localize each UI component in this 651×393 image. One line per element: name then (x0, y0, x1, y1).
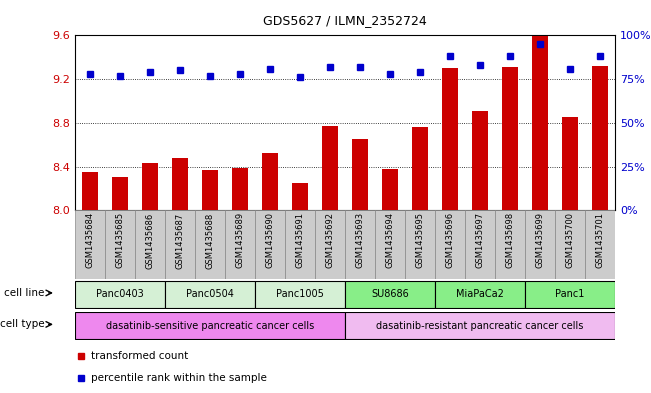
Text: GDS5627 / ILMN_2352724: GDS5627 / ILMN_2352724 (263, 14, 427, 27)
Text: GSM1435699: GSM1435699 (536, 212, 545, 268)
Bar (202, 170, 218, 393)
Bar (172, 158, 188, 393)
Text: GSM1435692: GSM1435692 (326, 212, 335, 268)
Bar (292, 183, 309, 393)
Bar (585, 210, 615, 279)
Bar (435, 281, 525, 308)
Text: Panc1: Panc1 (555, 289, 585, 299)
Text: GSM1435700: GSM1435700 (566, 212, 575, 268)
Text: dasatinib-sensitive pancreatic cancer cells: dasatinib-sensitive pancreatic cancer ce… (106, 321, 314, 331)
Text: GSM1435684: GSM1435684 (85, 212, 94, 268)
Bar (532, 37, 548, 393)
Text: GSM1435686: GSM1435686 (145, 212, 154, 268)
Text: percentile rank within the sample: percentile rank within the sample (91, 373, 267, 383)
Text: cell line: cell line (4, 288, 44, 298)
Bar (592, 66, 609, 393)
Text: GSM1435694: GSM1435694 (385, 212, 395, 268)
Text: GSM1435698: GSM1435698 (506, 212, 515, 268)
Bar (322, 126, 339, 393)
Bar (81, 172, 98, 393)
Bar (345, 312, 615, 340)
Text: Panc0403: Panc0403 (96, 289, 144, 299)
Text: cell type: cell type (0, 320, 44, 329)
Bar (345, 281, 435, 308)
Bar (562, 118, 579, 393)
Bar (225, 210, 255, 279)
Text: MiaPaCa2: MiaPaCa2 (456, 289, 504, 299)
Text: GSM1435685: GSM1435685 (115, 212, 124, 268)
Bar (105, 210, 135, 279)
Bar (465, 210, 495, 279)
Bar (195, 210, 225, 279)
Bar (111, 178, 128, 393)
Text: GSM1435695: GSM1435695 (415, 212, 424, 268)
Text: GSM1435693: GSM1435693 (355, 212, 365, 268)
Bar (165, 210, 195, 279)
Bar (285, 210, 315, 279)
Text: GSM1435697: GSM1435697 (476, 212, 484, 268)
Bar (345, 210, 375, 279)
Text: Panc0504: Panc0504 (186, 289, 234, 299)
Text: dasatinib-resistant pancreatic cancer cells: dasatinib-resistant pancreatic cancer ce… (376, 321, 584, 331)
Bar (412, 127, 428, 393)
Bar (442, 68, 458, 393)
Bar (435, 210, 465, 279)
Bar (472, 111, 488, 393)
Text: GSM1435701: GSM1435701 (596, 212, 605, 268)
Bar (75, 312, 345, 340)
Text: SU8686: SU8686 (371, 289, 409, 299)
Bar (525, 281, 615, 308)
Bar (165, 281, 255, 308)
Bar (381, 169, 398, 393)
Bar (255, 281, 345, 308)
Bar (315, 210, 345, 279)
Text: GSM1435687: GSM1435687 (175, 212, 184, 268)
Text: GSM1435690: GSM1435690 (266, 212, 275, 268)
Bar (135, 210, 165, 279)
Text: GSM1435696: GSM1435696 (445, 212, 454, 268)
Bar (232, 168, 248, 393)
Bar (262, 153, 278, 393)
Bar (352, 139, 368, 393)
Bar (375, 210, 405, 279)
Text: transformed count: transformed count (91, 351, 188, 361)
Bar (142, 163, 158, 393)
Bar (555, 210, 585, 279)
Bar (502, 67, 518, 393)
Text: GSM1435688: GSM1435688 (206, 212, 214, 268)
Text: Panc1005: Panc1005 (276, 289, 324, 299)
Bar (405, 210, 435, 279)
Bar (75, 281, 165, 308)
Text: GSM1435689: GSM1435689 (236, 212, 245, 268)
Bar (495, 210, 525, 279)
Bar (75, 210, 105, 279)
Bar (525, 210, 555, 279)
Bar (255, 210, 285, 279)
Text: GSM1435691: GSM1435691 (296, 212, 305, 268)
